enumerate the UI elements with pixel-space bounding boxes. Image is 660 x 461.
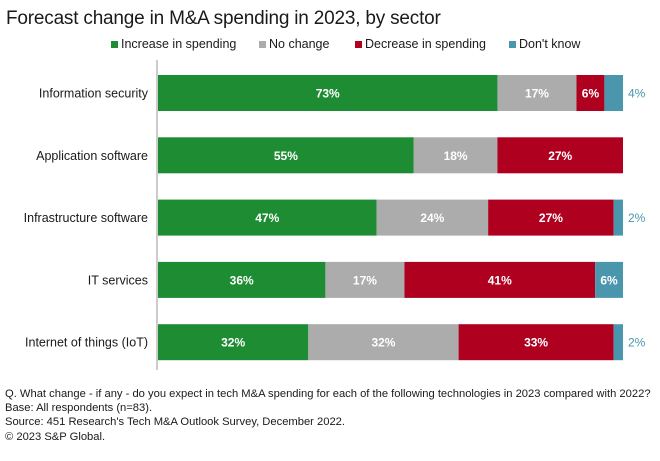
bar-segment-decrease-in-spending <box>488 199 614 236</box>
bar-segment-no-change <box>497 75 577 111</box>
category-label: IT services <box>88 273 148 287</box>
bar-segment-decrease-in-spending <box>576 75 605 111</box>
legend-swatch-decrease <box>355 40 362 48</box>
legend: Increase in spending No change Decrease … <box>0 37 660 55</box>
bar-segment-decrease-in-spending <box>404 261 596 298</box>
bar-segment-no-change <box>413 137 498 174</box>
data-label: 33% <box>524 336 548 350</box>
legend-item-no-change: No change <box>259 37 329 51</box>
bar-segment-increase-in-spending <box>158 75 498 111</box>
legend-item-decrease: Decrease in spending <box>355 37 486 51</box>
data-label: 24% <box>420 211 444 225</box>
data-label: 55% <box>274 149 298 163</box>
bar-segment-don-t-know <box>613 324 623 361</box>
bar-segment-increase-in-spending <box>158 324 309 361</box>
data-label: 6% <box>600 273 618 287</box>
legend-item-increase: Increase in spending <box>111 37 236 51</box>
data-label: 4% <box>628 87 646 101</box>
footnote: Q. What change - if any - do you expect … <box>5 387 655 444</box>
category-label: Internet of things (IoT) <box>25 336 148 350</box>
footnote-base: Base: All respondents (n=83). <box>5 402 153 415</box>
data-label: 27% <box>539 211 563 225</box>
data-label: 32% <box>221 336 245 350</box>
data-label: 36% <box>230 273 254 287</box>
chart-plot: Information security 73% 17% 6% 4% Applicatio… <box>24 60 646 370</box>
bar-segment-no-change <box>308 324 459 361</box>
bar-segment-don-t-know <box>604 75 623 111</box>
legend-item-dont-know: Don't know <box>509 37 580 51</box>
legend-swatch-no-change <box>259 40 266 48</box>
data-label: 41% <box>488 273 512 287</box>
bar-segment-increase-in-spending <box>158 261 326 298</box>
bar-segment-increase-in-spending <box>158 199 377 236</box>
data-label: 47% <box>255 211 279 225</box>
data-label: 2% <box>628 211 646 225</box>
chart-title: Forecast change in M&A spending in 2023,… <box>6 8 441 29</box>
bar-segment-increase-in-spending <box>158 137 414 174</box>
data-label: 6% <box>582 87 600 101</box>
category-label: Application software <box>36 149 148 163</box>
legend-label-decrease: Decrease in spending <box>365 37 486 51</box>
footnote-copyright: © 2023 S&P Global. <box>5 430 106 443</box>
data-label: 2% <box>628 336 646 350</box>
footnote-question: Q. What change - if any - do you expect … <box>5 388 651 400</box>
data-label: 18% <box>444 149 468 163</box>
data-label: 32% <box>371 336 395 350</box>
legend-label-dont-know: Don't know <box>519 37 581 51</box>
legend-label-no-change: No change <box>269 37 330 51</box>
data-label: 17% <box>525 87 549 101</box>
legend-swatch-dont-know <box>509 40 516 48</box>
data-label: 27% <box>548 149 572 163</box>
data-label: 73% <box>316 87 340 101</box>
bar-segment-decrease-in-spending <box>458 324 614 361</box>
legend-label-increase: Increase in spending <box>121 37 237 51</box>
legend-swatch-increase <box>111 40 118 48</box>
data-label: 17% <box>353 273 377 287</box>
category-label: Information security <box>39 87 149 101</box>
bar-segment-don-t-know <box>595 261 623 298</box>
bar-segment-decrease-in-spending <box>497 137 623 174</box>
bar-segment-no-change <box>376 199 489 236</box>
bar-segment-no-change <box>325 261 405 298</box>
bar-segment-don-t-know <box>613 199 623 236</box>
category-label: Infrastructure software <box>24 211 148 225</box>
footnote-source: Source: 451 Research's Tech M&A Outlook … <box>5 416 346 429</box>
